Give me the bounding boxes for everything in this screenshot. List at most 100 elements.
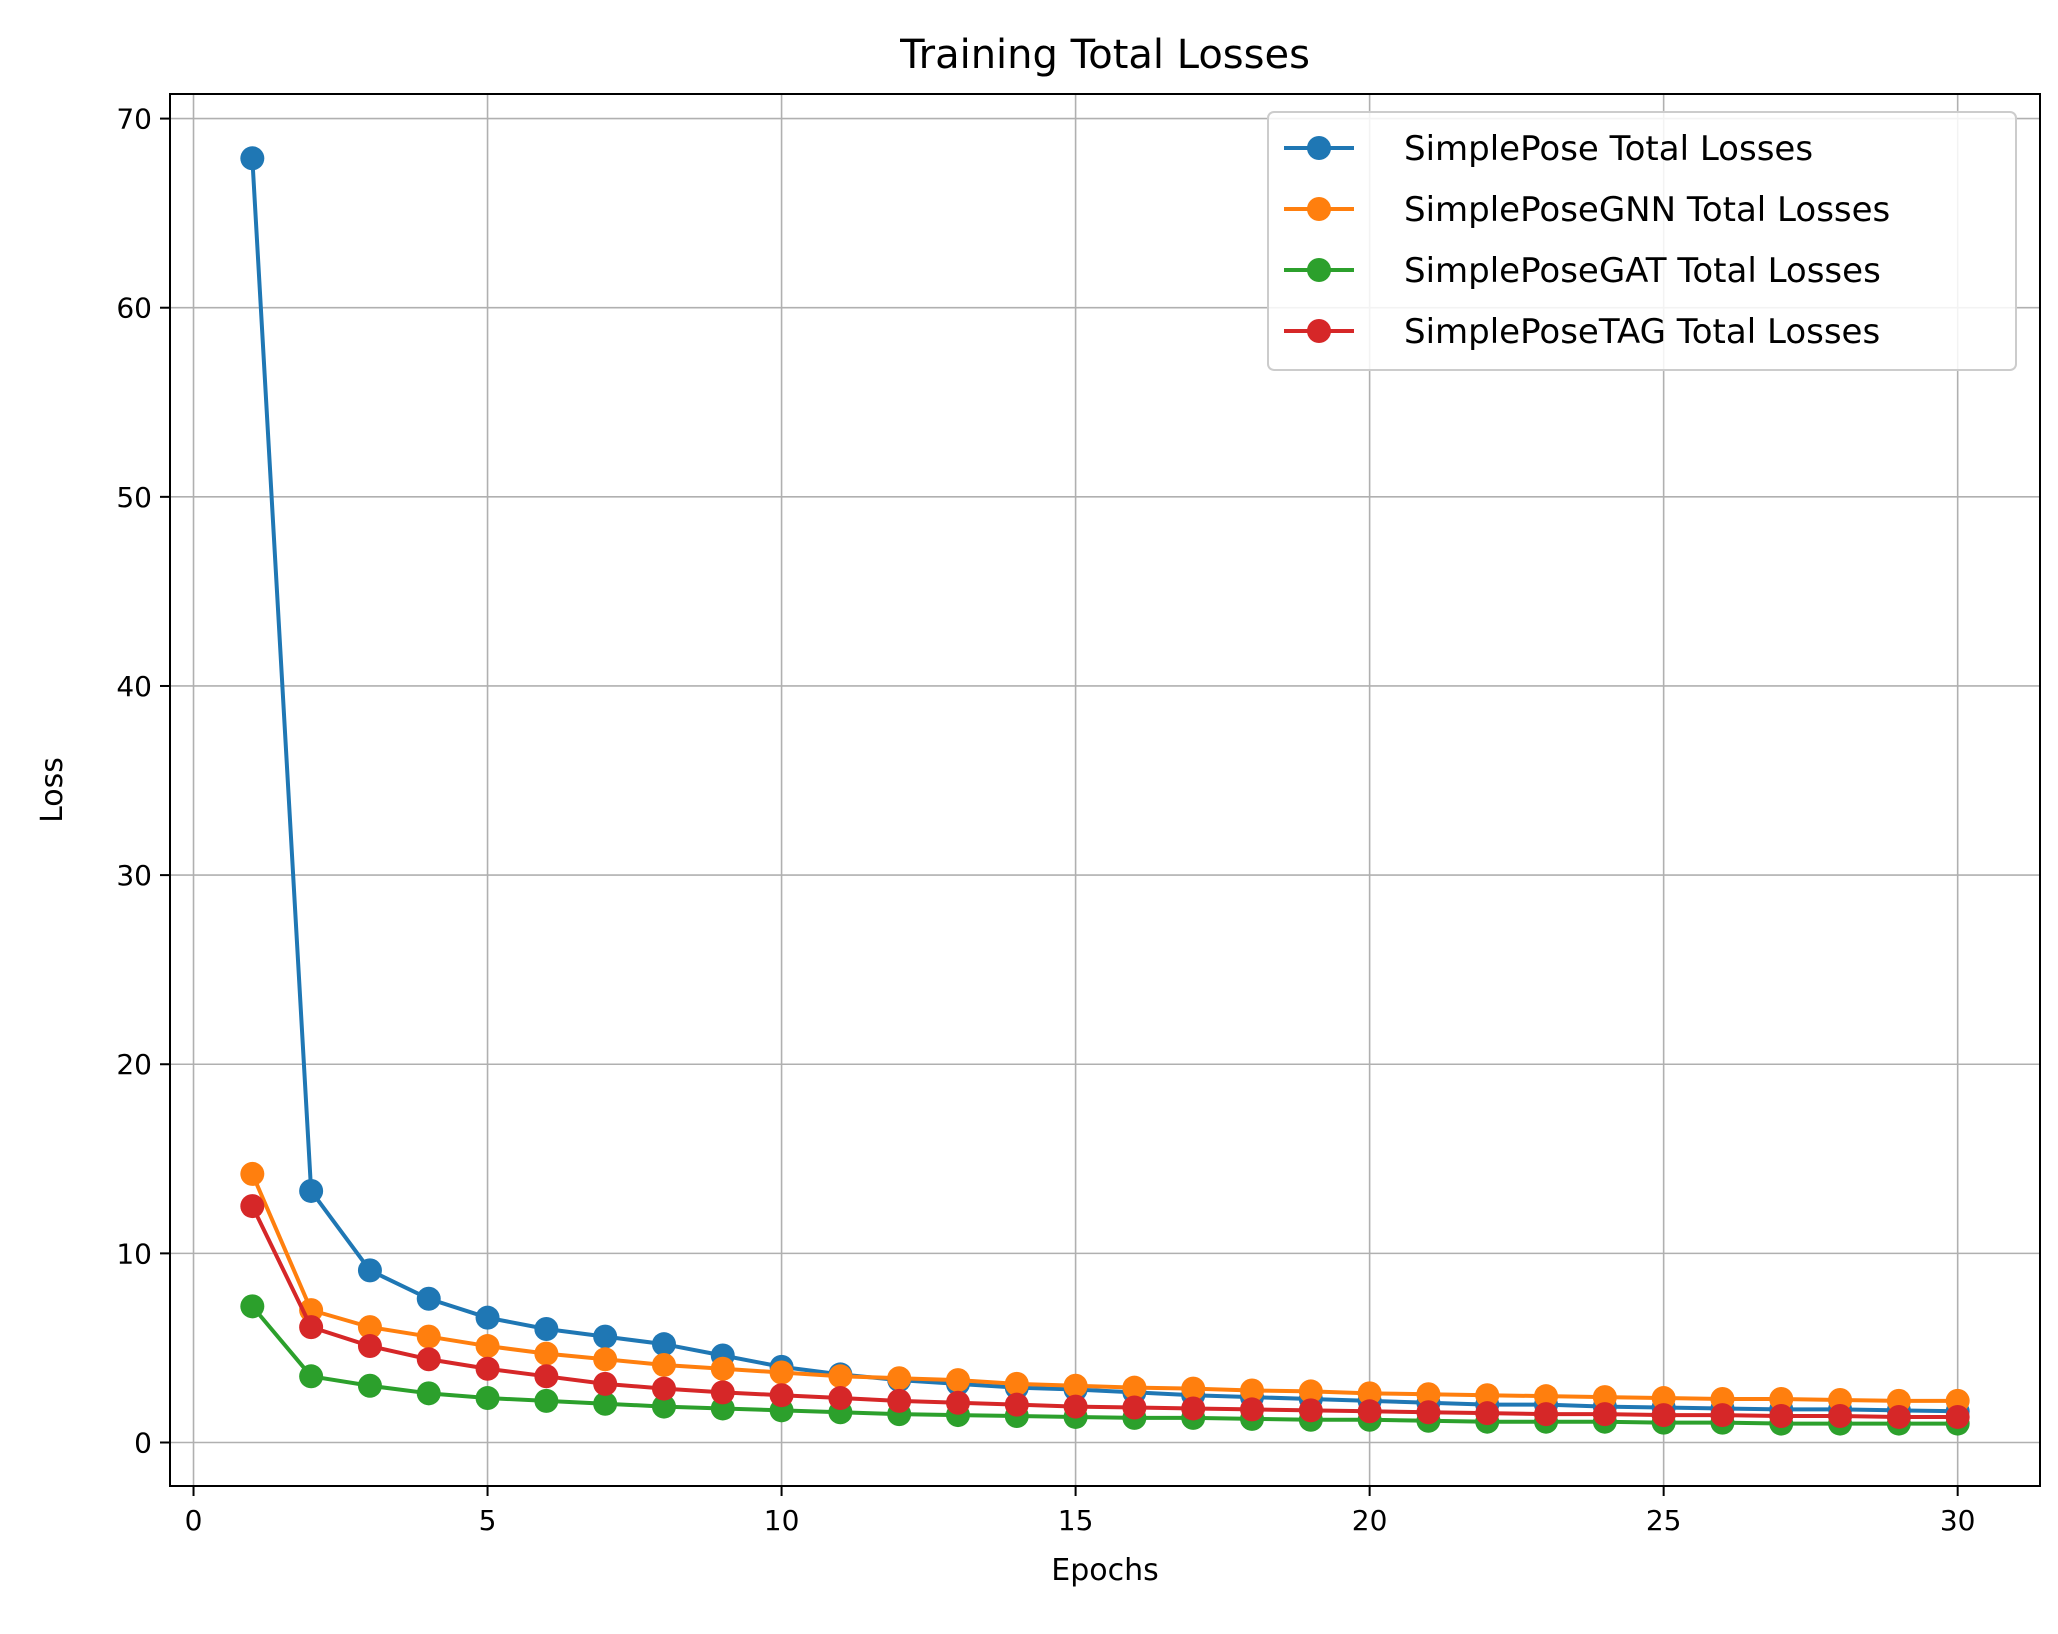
data-point <box>1475 1401 1500 1426</box>
y-tick-label: 0 <box>134 1427 152 1460</box>
data-point <box>887 1366 912 1391</box>
data-point <box>240 146 265 171</box>
grid <box>170 94 2040 1486</box>
data-point <box>357 1334 382 1359</box>
data-point <box>651 1394 676 1419</box>
data-point <box>299 1315 324 1340</box>
data-point <box>357 1373 382 1398</box>
y-tick-label: 10 <box>116 1237 152 1270</box>
y-axis-ticks: 0 10 20 30 40 50 60 70 <box>116 103 170 1460</box>
legend-label: SimplePoseGNN Total Losses <box>1404 190 1890 230</box>
x-axis-ticks: 0 5 10 15 20 25 30 <box>185 1486 1976 1537</box>
data-point <box>534 1341 559 1366</box>
y-tick-label: 70 <box>116 103 152 136</box>
data-point <box>1181 1396 1206 1421</box>
data-point <box>887 1388 912 1413</box>
legend-swatch-marker <box>1307 319 1331 343</box>
data-point <box>1181 1376 1206 1401</box>
x-tick-label: 30 <box>1940 1504 1976 1537</box>
data-point <box>416 1347 441 1372</box>
data-point <box>1651 1403 1676 1428</box>
data-point <box>710 1380 735 1405</box>
data-point <box>1063 1394 1088 1419</box>
plot-frame <box>169 93 2041 1487</box>
data-point <box>710 1356 735 1381</box>
data-point <box>945 1390 970 1415</box>
y-tick-label: 60 <box>116 292 152 325</box>
data-point <box>1592 1385 1617 1410</box>
data-point <box>1710 1403 1735 1428</box>
y-tick-label: 20 <box>116 1048 152 1081</box>
data-point <box>534 1317 559 1342</box>
legend-item: SimplePoseGNN Total Losses <box>1284 190 1890 230</box>
x-axis-label: Epochs <box>1051 1553 1159 1588</box>
legend-label: SimplePoseTAG Total Losses <box>1404 312 1880 352</box>
data-point <box>651 1376 676 1401</box>
data-point <box>534 1388 559 1413</box>
data-point <box>1534 1384 1559 1409</box>
data-point <box>1063 1373 1088 1398</box>
data-point <box>1651 1386 1676 1411</box>
data-point <box>416 1381 441 1406</box>
y-tick-label: 30 <box>116 859 152 892</box>
data-point <box>1416 1382 1441 1407</box>
legend-box <box>1267 111 2017 371</box>
data-point <box>1592 1402 1617 1427</box>
data-point <box>828 1364 853 1389</box>
x-tick-label: 15 <box>1058 1504 1094 1537</box>
data-point <box>828 1386 853 1411</box>
data-point <box>357 1315 382 1340</box>
data-point <box>240 1294 265 1319</box>
x-tick-label: 5 <box>479 1504 497 1537</box>
x-tick-label: 25 <box>1646 1504 1682 1537</box>
data-point <box>1004 1371 1029 1396</box>
data-point <box>1357 1381 1382 1406</box>
data-point <box>1240 1378 1265 1403</box>
data-point <box>1122 1375 1147 1400</box>
data-point <box>299 1178 324 1203</box>
legend-label: SimplePoseGAT Total Losses <box>1404 251 1881 291</box>
data-point <box>475 1305 500 1330</box>
y-tick-label: 40 <box>116 670 152 703</box>
legend-label: SimplePose Total Losses <box>1404 129 1813 169</box>
data-point <box>651 1332 676 1357</box>
data-point <box>1416 1400 1441 1425</box>
legend-item: SimplePoseTAG Total Losses <box>1284 312 1880 352</box>
legend-swatch-marker <box>1307 258 1331 282</box>
data-point <box>593 1324 618 1349</box>
data-point <box>1357 1399 1382 1424</box>
data-point <box>240 1194 265 1219</box>
data-point <box>1475 1383 1500 1408</box>
data-point <box>1769 1404 1794 1429</box>
series-4 <box>240 1194 1970 1429</box>
data-point <box>1298 1398 1323 1423</box>
x-tick-label: 20 <box>1352 1504 1388 1537</box>
data-point <box>1828 1404 1853 1429</box>
data-point <box>1004 1392 1029 1417</box>
data-point <box>1534 1402 1559 1427</box>
data-point <box>1769 1387 1794 1411</box>
data-point <box>240 1161 265 1186</box>
data-point <box>1122 1395 1147 1420</box>
data-point <box>475 1386 500 1411</box>
data-point <box>1945 1404 1970 1429</box>
data-point <box>416 1324 441 1349</box>
data-point <box>769 1383 794 1408</box>
data-point <box>1240 1397 1265 1422</box>
data-point <box>299 1364 324 1389</box>
data-point <box>475 1334 500 1359</box>
x-tick-label: 10 <box>764 1504 800 1537</box>
data-point <box>475 1356 500 1381</box>
data-point <box>593 1371 618 1396</box>
chart-title: Training Total Losses <box>899 32 1310 78</box>
legend-item: SimplePoseGAT Total Losses <box>1284 251 1881 291</box>
data-point <box>416 1286 441 1311</box>
data-point <box>945 1368 970 1393</box>
series-layer <box>240 146 1970 1436</box>
legend-item: SimplePose Total Losses <box>1284 129 1813 169</box>
data-point <box>651 1352 676 1377</box>
data-point <box>534 1364 559 1389</box>
legend-swatch-marker <box>1307 197 1331 221</box>
data-point <box>357 1258 382 1283</box>
